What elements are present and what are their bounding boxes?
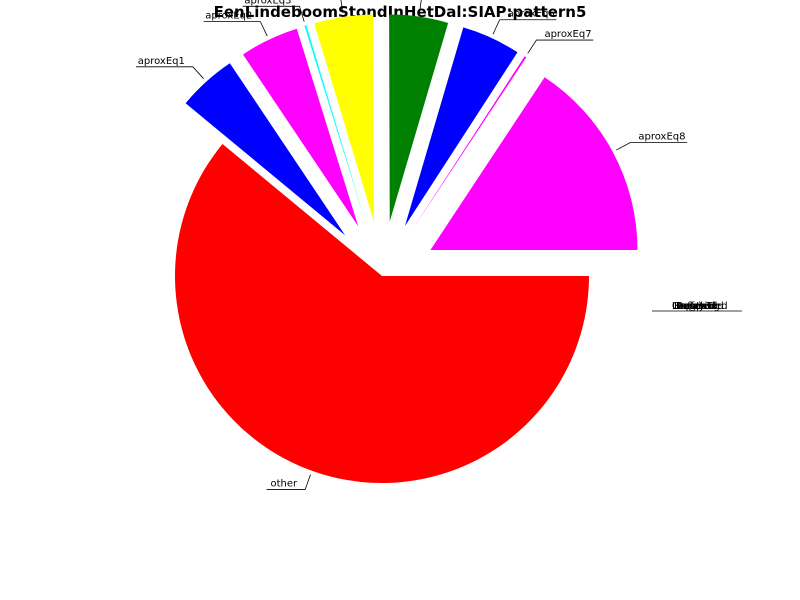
pie-slice-aproxeq6	[404, 27, 518, 227]
leader-line-aproxeq2	[203, 21, 268, 37]
overlap-label-unpaired: Unpaired	[672, 301, 717, 312]
slice-label-aproxeq1: aproxEq1	[138, 56, 185, 67]
pie-labels: otheraproxEq1aproxEq2aproxEq3aproxEq4apr…	[136, 0, 742, 490]
slice-label-aproxeq7: aproxEq7	[544, 29, 591, 40]
overlap-label-lengthtied: LengthTied	[672, 301, 728, 312]
slice-label-other: other	[270, 479, 298, 490]
overlap-label-delayed: Delayed	[676, 301, 717, 312]
pie-slice-aproxeq5	[389, 14, 449, 222]
overlap-label-grouped: Grouped	[672, 301, 715, 312]
slice-label-aproxeq3: aproxEq3	[244, 0, 291, 6]
leader-line-aproxeq3	[242, 5, 305, 22]
pie-slice-aproxeq4	[314, 14, 374, 222]
overlap-label-buffering: Buffering	[674, 301, 720, 312]
pie-slice-aproxeq1	[185, 63, 346, 236]
pie-slice-aproxeq3	[304, 25, 366, 224]
slice-label-aproxeq8: aproxEq8	[638, 131, 685, 142]
leader-line-other	[266, 474, 311, 490]
slice-label-aproxeq2: aproxEq2	[205, 11, 252, 22]
pie-slices	[174, 14, 638, 484]
overlap-label-repeated: Repeated	[676, 301, 724, 312]
pie-slice-aproxeq7	[412, 56, 527, 230]
overlap-label-inverted: Inverted	[674, 301, 716, 312]
chart-title: EenLindeboomStondInHetDal:SIAP:pattern5	[213, 3, 587, 21]
pie-slice-aproxeq2	[242, 28, 359, 227]
pie-slice-other	[174, 144, 589, 484]
leader-line-aproxeq4	[340, 0, 344, 13]
leader-line-aproxeq5	[419, 0, 422, 13]
pie-slice-aproxeq8	[430, 77, 638, 250]
leader-line-aproxeq6	[492, 19, 557, 35]
leader-line-aproxeq1	[136, 66, 204, 79]
slice-label-aproxeq6: aproxEq6	[508, 9, 555, 20]
leader-line-aproxeq8	[616, 142, 688, 151]
leader-line-aproxeq7	[527, 39, 594, 54]
